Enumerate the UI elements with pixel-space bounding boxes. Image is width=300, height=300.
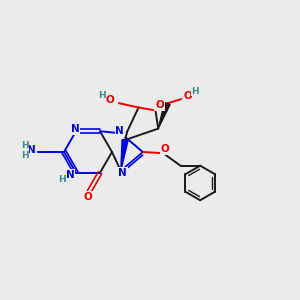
Text: O: O bbox=[161, 144, 170, 154]
Text: H: H bbox=[191, 87, 199, 96]
Text: H: H bbox=[21, 140, 28, 149]
Polygon shape bbox=[158, 102, 170, 129]
Text: O: O bbox=[155, 100, 164, 110]
Text: N: N bbox=[70, 124, 80, 134]
Text: H: H bbox=[21, 151, 28, 160]
Text: O: O bbox=[106, 95, 114, 105]
Text: O: O bbox=[184, 91, 193, 101]
Text: N: N bbox=[27, 145, 36, 155]
Text: N: N bbox=[66, 170, 74, 180]
Text: H: H bbox=[58, 175, 66, 184]
Text: O: O bbox=[84, 191, 93, 202]
Polygon shape bbox=[121, 140, 128, 171]
Text: H: H bbox=[98, 91, 106, 100]
Text: N: N bbox=[118, 168, 127, 178]
Text: N: N bbox=[116, 126, 124, 136]
